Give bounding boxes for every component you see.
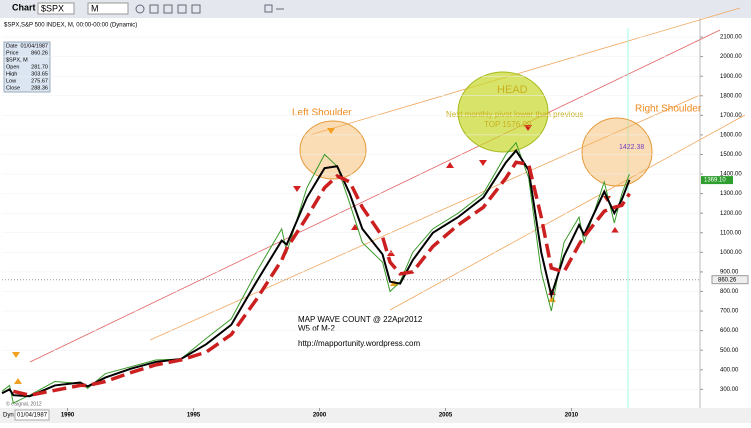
y-tick-label: 1400.00 xyxy=(720,172,742,178)
chart-area xyxy=(0,18,751,423)
y-tick-label: 600.00 xyxy=(720,328,739,334)
info-cell: Price xyxy=(6,50,19,56)
y-tick-label: 700.00 xyxy=(720,309,739,315)
y-tick-label: 1300.00 xyxy=(720,191,742,197)
last-price-label: 1369.10 xyxy=(704,178,726,184)
annotation: 1422.38 xyxy=(619,144,644,151)
x-tick-label: 1990 xyxy=(61,413,75,419)
chart-header: $SPX,S&P 500 INDEX, M, 00:00-00:00 (Dyna… xyxy=(4,23,137,29)
info-cell: Close xyxy=(6,85,20,91)
y-tick-label: 400.00 xyxy=(720,367,739,373)
y-tick-label: 800.00 xyxy=(720,289,739,295)
head-ellipse xyxy=(457,71,549,153)
symbol-box[interactable] xyxy=(37,2,75,15)
info-box xyxy=(3,41,51,93)
y-tick-label: 1200.00 xyxy=(720,211,742,217)
y-tick-label: 1100.00 xyxy=(720,230,742,236)
info-cell: Date xyxy=(6,43,18,49)
y-tick-label: 900.00 xyxy=(720,269,739,275)
x-tick-label: 2000 xyxy=(313,413,327,419)
annotation: Next monthly pivot lower than previous xyxy=(446,110,583,119)
symbol[interactable]: $SPX xyxy=(41,3,64,13)
info-cell: Open xyxy=(6,64,19,70)
right-shoulder-ellipse xyxy=(581,117,653,187)
info-cell: High xyxy=(6,71,17,77)
interval-box[interactable] xyxy=(87,2,129,15)
left-shoulder-ellipse xyxy=(299,120,367,180)
window-title: Chart xyxy=(12,2,36,12)
info-cell: 288.36 xyxy=(31,85,48,91)
annotation: MAP WAVE COUNT @ 22Apr2012 xyxy=(298,315,423,324)
x-tick-label: 1995 xyxy=(187,413,201,419)
y-tick-label: 300.00 xyxy=(720,387,739,393)
info-cell: 275.67 xyxy=(31,78,48,84)
annotation: W5 of M-2 xyxy=(298,324,335,333)
annotation: Left Shoulder xyxy=(292,108,352,119)
time-axis xyxy=(0,408,751,423)
info-cell: 860.26 xyxy=(31,50,48,56)
info-cell: 281.70 xyxy=(31,64,48,70)
y-tick-label: 1600.00 xyxy=(720,132,742,138)
plot xyxy=(1,36,700,404)
x-tick-label: 2010 xyxy=(565,413,579,419)
y-tick-label: 1000.00 xyxy=(720,250,742,256)
annotation: http://mapportunity.wordpress.com xyxy=(298,339,420,348)
x-start-label: 01/04/1987 xyxy=(17,413,48,419)
toolbar xyxy=(0,0,751,18)
interval[interactable]: M xyxy=(91,3,99,13)
y-tick-label: 1900.00 xyxy=(720,74,742,80)
copyright: © eSignal, 2012 xyxy=(6,400,42,407)
y-tick-label: 1800.00 xyxy=(720,93,742,99)
x-start-box xyxy=(14,409,50,421)
crosshair-label: 860.26 xyxy=(718,277,737,283)
info-cell: 01/04/1987 xyxy=(20,43,48,49)
info-cell: $SPX, M xyxy=(6,57,28,63)
y-tick-label: 2100.00 xyxy=(720,35,742,41)
x-tick-label: 2005 xyxy=(439,413,453,419)
last-price-box xyxy=(701,176,733,185)
annotation: TOP 1576.09 xyxy=(484,120,532,129)
y-tick-label: 1500.00 xyxy=(720,152,742,158)
annotation: Right Shoulder xyxy=(635,104,702,115)
y-tick-label: 500.00 xyxy=(720,348,739,354)
info-cell: Low xyxy=(6,78,16,84)
info-cell: 303.65 xyxy=(31,71,48,77)
series-line xyxy=(12,160,631,398)
dyn-label: Dyn xyxy=(3,413,14,419)
toolbar-icons[interactable] xyxy=(135,4,284,14)
crosshair-label-box xyxy=(711,275,749,285)
y-tick-label: 2000.00 xyxy=(720,54,742,60)
annotation: HEAD xyxy=(497,84,528,96)
y-tick-label: 1700.00 xyxy=(720,113,742,119)
